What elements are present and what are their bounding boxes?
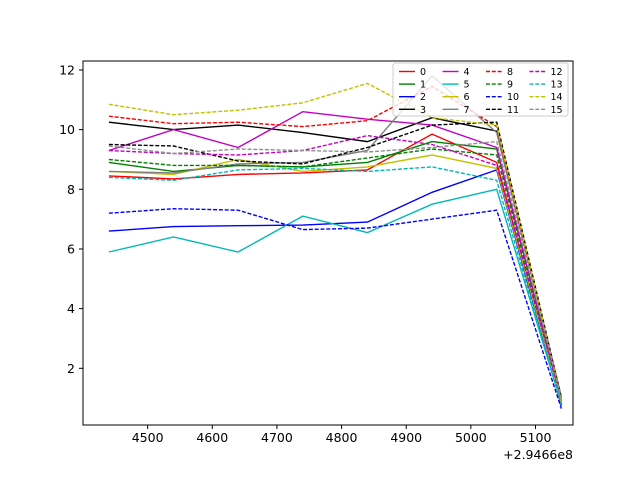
legend-label-0: 0 <box>420 67 426 78</box>
axes-frame <box>82 60 574 426</box>
legend-box <box>392 62 569 117</box>
y-axis-tick-label: 6 <box>67 241 75 256</box>
legend-label-5: 5 <box>464 80 470 91</box>
legend-label-1: 1 <box>420 80 426 91</box>
legend-label-10: 10 <box>507 92 519 103</box>
series-line-14 <box>108 82 563 400</box>
y-axis-tick-label: 10 <box>59 122 75 137</box>
legend-label-12: 12 <box>551 67 563 78</box>
series-line-3 <box>108 116 563 399</box>
series-line-8 <box>108 85 563 400</box>
legend-label-13: 13 <box>551 80 563 91</box>
series-line-12 <box>108 134 563 400</box>
legend-label-8: 8 <box>507 67 513 78</box>
x-axis-tick-label: 4900 <box>390 430 422 445</box>
y-axis-tick-label: 2 <box>67 361 75 376</box>
legend-label-4: 4 <box>464 67 470 78</box>
series-line-9 <box>108 148 563 402</box>
x-axis-tick-label: 5100 <box>520 430 552 445</box>
series-line-2 <box>108 168 563 406</box>
y-axis-tick-label: 12 <box>59 62 75 77</box>
y-axis-tick-label: 8 <box>67 182 75 197</box>
x-axis-tick-label: 4800 <box>326 430 358 445</box>
series-line-4 <box>108 110 563 402</box>
legend-label-6: 6 <box>464 92 470 103</box>
series-line-13 <box>108 166 563 405</box>
legend-label-11: 11 <box>507 105 519 116</box>
series-line-1 <box>108 140 563 402</box>
x-axis-tick-label: 4500 <box>132 430 164 445</box>
series-line-10 <box>108 207 563 409</box>
series-line-5 <box>108 188 563 405</box>
legend-label-2: 2 <box>420 92 426 103</box>
legend-label-9: 9 <box>507 80 513 91</box>
series-line-15 <box>108 140 563 399</box>
legend-label-3: 3 <box>420 105 426 116</box>
x-axis-offset-label: +2.9466e8 <box>503 447 573 462</box>
series-lines-group <box>108 74 563 409</box>
legend-label-7: 7 <box>464 105 470 116</box>
series-line-11 <box>108 121 563 399</box>
legend-label-15: 15 <box>551 105 563 116</box>
legend-label-14: 14 <box>551 92 563 103</box>
y-axis-tick-label: 4 <box>67 301 75 316</box>
x-axis-tick-label: 4700 <box>261 430 293 445</box>
x-axis-tick-label: 4600 <box>196 430 228 445</box>
x-axis-tick-label: 5000 <box>455 430 487 445</box>
